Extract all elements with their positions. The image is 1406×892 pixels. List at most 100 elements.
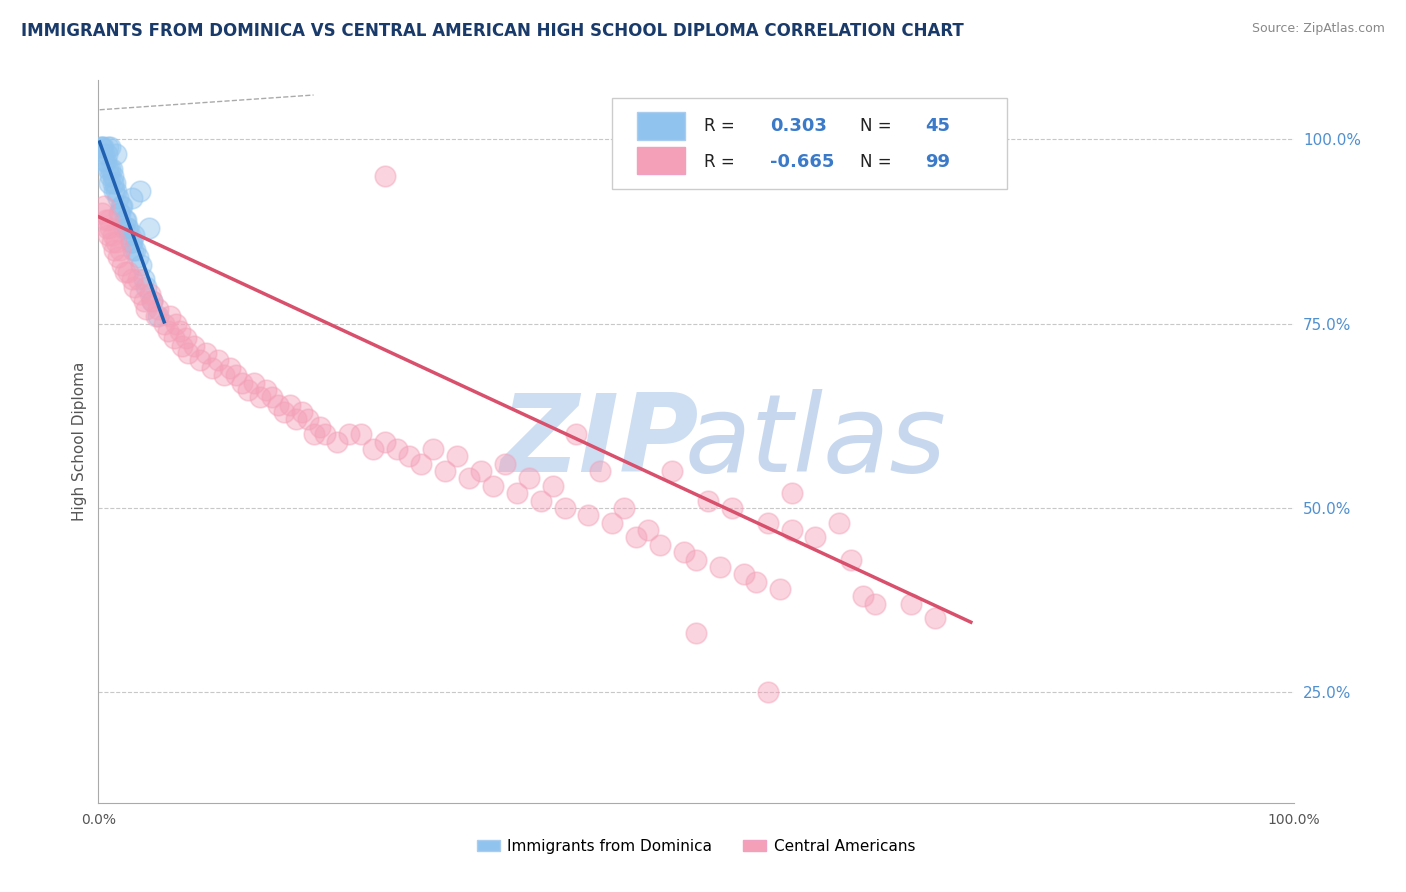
Point (118, 228, 141, 243)
Point (117, 265, 139, 279)
Point (91, 206, 114, 220)
Y-axis label: High School Diploma: High School Diploma (72, 362, 87, 521)
Point (107, 250, 129, 264)
Point (101, 228, 124, 243)
Point (139, 287, 162, 301)
Point (578, 508, 600, 523)
Text: N =: N = (859, 117, 891, 135)
Point (613, 500, 636, 515)
Point (804, 530, 827, 544)
Point (103, 184, 125, 198)
Point (105, 235, 128, 250)
Point (565, 427, 588, 442)
Point (107, 191, 129, 205)
Point (745, 574, 768, 589)
Point (97, 161, 120, 176)
Point (284, 412, 307, 426)
Point (260, 390, 283, 404)
Point (865, 597, 887, 611)
Point (315, 427, 337, 442)
Point (852, 590, 875, 604)
Point (141, 294, 163, 309)
Point (124, 243, 146, 257)
Point (756, 516, 779, 530)
Point (446, 450, 468, 464)
Point (148, 309, 170, 323)
Point (163, 331, 186, 345)
Point (685, 552, 707, 566)
Point (422, 442, 444, 456)
Point (374, 434, 396, 449)
Point (111, 258, 134, 272)
Text: R =: R = (704, 117, 735, 135)
Point (828, 516, 851, 530)
Point (254, 383, 277, 397)
Point (105, 147, 128, 161)
Point (398, 450, 420, 464)
Point (733, 567, 755, 582)
Point (648, 538, 672, 552)
Point (124, 279, 146, 293)
Point (201, 360, 224, 375)
Point (132, 294, 155, 309)
Point (231, 376, 253, 390)
Point (97, 139, 120, 153)
Point (93, 147, 115, 161)
Point (249, 390, 271, 404)
Point (374, 169, 396, 183)
Text: R =: R = (704, 153, 735, 171)
Text: -0.665: -0.665 (770, 153, 834, 171)
Point (135, 301, 157, 316)
Text: 0.303: 0.303 (770, 117, 827, 135)
Point (138, 220, 160, 235)
Point (470, 464, 492, 478)
Point (697, 493, 720, 508)
Point (115, 220, 138, 235)
Point (434, 464, 457, 478)
Point (122, 243, 145, 257)
Point (326, 434, 349, 449)
Point (626, 530, 648, 544)
Point (291, 405, 314, 419)
Point (94, 213, 117, 227)
Point (494, 457, 516, 471)
Point (385, 442, 409, 456)
Point (243, 376, 266, 390)
Point (780, 486, 803, 500)
Point (174, 331, 197, 345)
Point (94, 154, 117, 169)
Point (709, 560, 731, 574)
Text: N =: N = (859, 153, 891, 171)
Point (129, 287, 152, 301)
Point (108, 206, 131, 220)
Point (93, 199, 115, 213)
Point (112, 220, 135, 235)
Point (121, 272, 143, 286)
Point (148, 301, 170, 316)
Point (721, 500, 744, 515)
Point (308, 419, 330, 434)
Point (219, 360, 242, 375)
Point (411, 457, 433, 471)
Point (661, 464, 683, 478)
Point (339, 427, 361, 442)
Point (900, 597, 922, 611)
Point (637, 523, 659, 537)
Point (273, 405, 295, 419)
Point (541, 479, 564, 493)
Point (236, 383, 259, 397)
Point (98, 169, 122, 183)
Point (350, 427, 373, 442)
Text: atlas: atlas (685, 389, 946, 494)
Point (100, 235, 122, 250)
Bar (637, 112, 685, 139)
Point (145, 309, 167, 323)
Point (554, 500, 576, 515)
FancyBboxPatch shape (613, 98, 1007, 189)
Point (924, 611, 946, 625)
Point (153, 317, 176, 331)
Point (135, 279, 157, 293)
Point (673, 545, 696, 559)
Point (98, 177, 121, 191)
Point (132, 272, 155, 286)
